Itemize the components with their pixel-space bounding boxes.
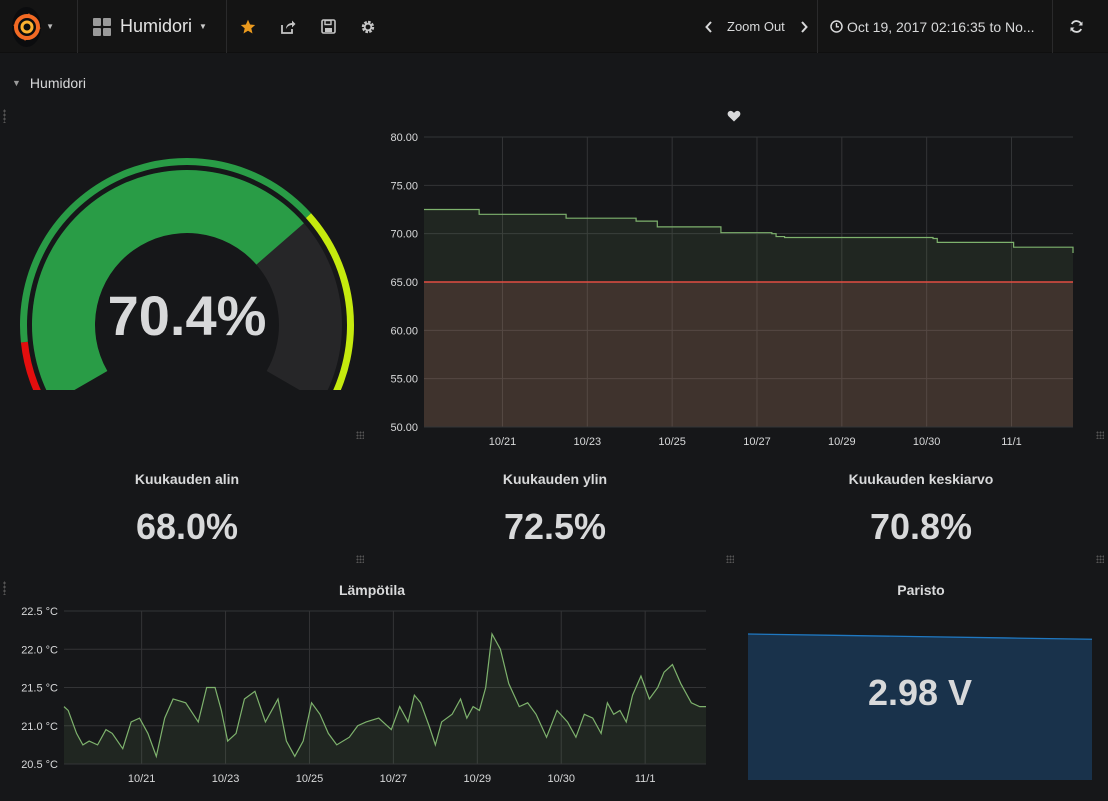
y-tick-label: 21.5 °C: [21, 683, 58, 695]
y-tick-label: 22.5 °C: [21, 606, 58, 618]
time-range-label: Oct 19, 2017 02:16:35 to No...: [847, 18, 1035, 35]
x-tick-label: 10/29: [828, 436, 856, 448]
save-icon: [320, 19, 336, 34]
caret-down-icon: ▼: [199, 22, 207, 31]
heart-icon: [727, 110, 741, 122]
series-area: [64, 633, 706, 764]
battery-sparkline: [748, 633, 1092, 780]
clock-icon: [830, 20, 843, 33]
grafana-logo-icon: [12, 6, 42, 47]
chevron-left-icon: [705, 20, 712, 33]
y-tick-label: 70.00: [390, 229, 418, 241]
x-tick-label: 10/23: [212, 773, 240, 785]
time-shift-back-button[interactable]: [697, 0, 721, 53]
y-tick-label: 55.00: [390, 374, 418, 386]
grafana-menu-button[interactable]: ▼: [12, 0, 54, 53]
row-title: Humidori: [29, 75, 86, 91]
settings-button[interactable]: [356, 0, 380, 53]
dashboard-picker[interactable]: Humidori ▼: [93, 0, 207, 53]
battery-value: 2.98 V: [867, 672, 973, 713]
gauge-value-text: 70.4%: [108, 284, 267, 347]
x-tick-label: 10/23: [574, 436, 602, 448]
x-tick-label: 10/27: [743, 436, 771, 448]
sparkline-line: [748, 633, 1092, 640]
save-dashboard-button[interactable]: [316, 0, 340, 53]
y-tick-label: 21.0 °C: [21, 721, 58, 733]
dashboard-title: Humidori: [120, 16, 193, 36]
x-tick-label: 10/29: [464, 773, 492, 785]
series-line: [424, 208, 1074, 253]
refresh-button[interactable]: [1064, 0, 1088, 53]
row-drag-handle[interactable]: [3, 581, 6, 595]
stat-max-value: 72.5%: [503, 506, 607, 547]
panel-resize-handle[interactable]: [356, 431, 364, 439]
x-tick-label: 10/25: [658, 436, 686, 448]
time-range-picker[interactable]: Oct 19, 2017 02:16:35 to No...: [830, 0, 1035, 53]
time-shift-forward-button[interactable]: [792, 0, 816, 53]
panel-resize-handle[interactable]: [726, 555, 734, 563]
y-tick-label: 50.00: [390, 422, 418, 434]
share-dashboard-button[interactable]: [276, 0, 300, 53]
y-tick-label: 65.00: [390, 277, 418, 289]
temperature-panel-title: Lämpötila: [338, 582, 406, 598]
row-drag-handle[interactable]: [3, 109, 6, 123]
share-icon: [281, 20, 296, 34]
star-dashboard-button[interactable]: [236, 0, 260, 53]
gauge-threshold-band: [20, 341, 41, 390]
panel-resize-handle[interactable]: [1096, 431, 1104, 439]
series-area: [424, 209, 1073, 427]
threshold-fill: [424, 282, 1073, 427]
stat-max-title: Kuukauden ylin: [502, 471, 608, 487]
caret-down-icon: ▼: [46, 22, 54, 31]
temperature-graph: 22.5 °C 22.0 °C 21.5 °C 21.0 °C 20.5 °C 10/21…: [21, 606, 706, 785]
humidity-graph: 80.00 75.00 70.00 65.00 60.00 55.00 50.00 10/21…: [390, 132, 1074, 448]
humidity-gauge: 70.4%: [19, 157, 354, 390]
gauge-value-fill: [32, 170, 304, 390]
x-tick-label: 10/21: [128, 773, 156, 785]
dashboard-grid-icon: [93, 17, 111, 36]
y-tick-label: 22.0 °C: [21, 644, 58, 656]
stat-avg-title: Kuukauden keskiarvo: [848, 471, 994, 487]
divider: [817, 0, 818, 53]
x-tick-label: 10/30: [913, 436, 941, 448]
x-tick-label: 11/1: [635, 773, 656, 785]
chevron-right-icon: [801, 20, 808, 33]
gauge-threshold-band: [305, 213, 354, 390]
x-tick-label: 10/25: [296, 773, 324, 785]
divider: [226, 0, 227, 53]
x-tick-label: 10/21: [489, 436, 517, 448]
row-header[interactable]: ▼ Humidori: [12, 75, 86, 91]
panel-resize-handle[interactable]: [1096, 555, 1104, 563]
x-tick-label: 11/1: [1001, 436, 1022, 448]
star-icon: [240, 19, 256, 33]
y-tick-label: 80.00: [390, 132, 418, 144]
stat-avg-value: 70.8%: [869, 506, 973, 547]
x-tick-label: 10/27: [380, 773, 408, 785]
y-tick-label: 20.5 °C: [21, 759, 58, 771]
y-tick-label: 75.00: [390, 180, 418, 192]
divider: [77, 0, 78, 53]
panel-resize-handle[interactable]: [356, 555, 364, 563]
x-tick-label: 10/30: [547, 773, 575, 785]
zoom-out-button[interactable]: Zoom Out: [727, 19, 785, 34]
divider: [1052, 0, 1053, 53]
battery-panel-title: Paristo: [897, 582, 945, 598]
top-navbar: ▼ Humidori ▼ Zoom Out Oct 19, 2017 02:16…: [0, 0, 1108, 53]
gear-icon: [361, 20, 375, 33]
chevron-down-icon: ▼: [12, 78, 21, 88]
sparkline-area: [748, 634, 1092, 780]
refresh-icon: [1070, 20, 1082, 33]
stat-min-value: 68.0%: [135, 506, 239, 547]
y-tick-label: 60.00: [390, 325, 418, 337]
stat-min-title: Kuukauden alin: [134, 471, 240, 487]
series-line: [63, 632, 706, 759]
